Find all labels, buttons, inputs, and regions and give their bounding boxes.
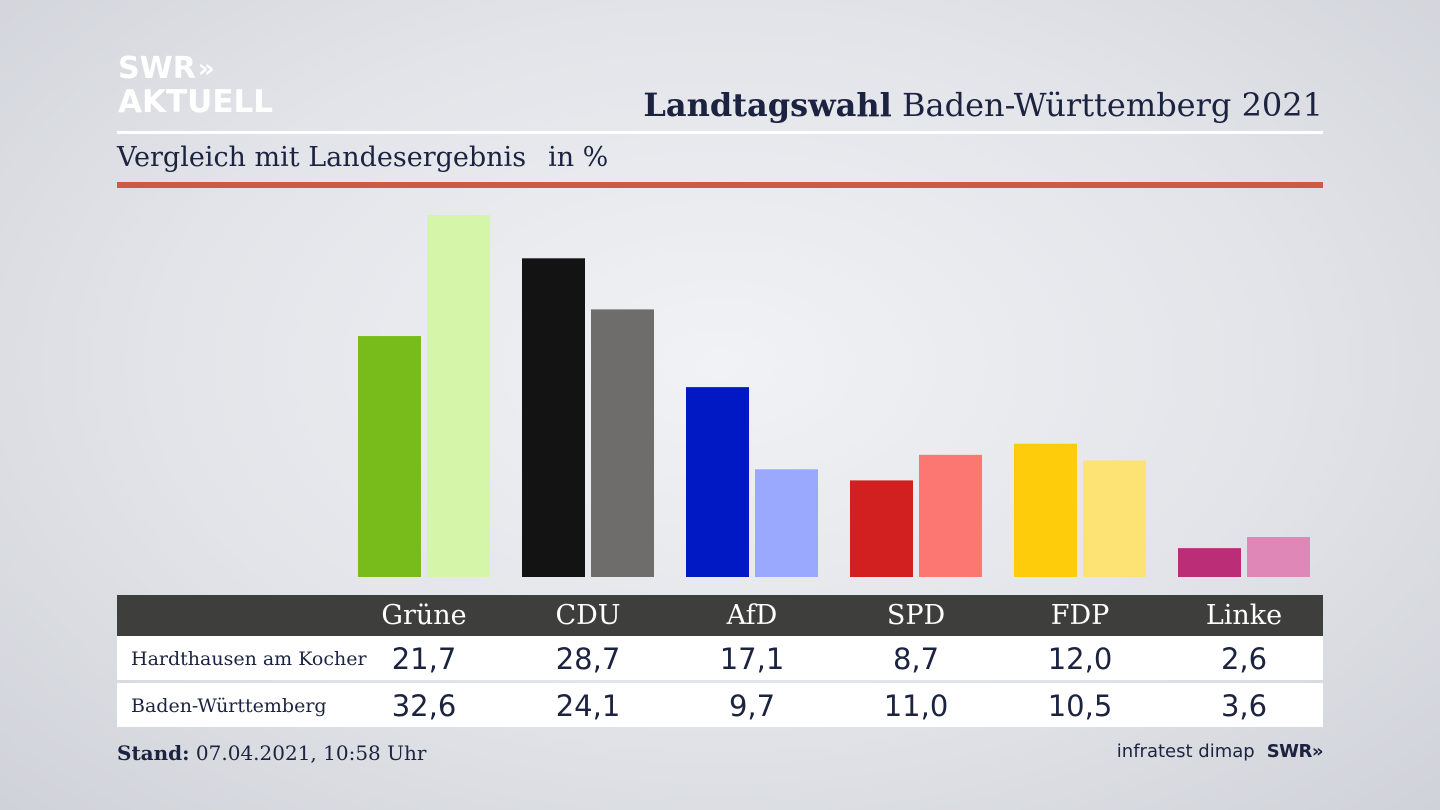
logo-aktuell: AKTUELL xyxy=(118,84,274,120)
bar-grne-local xyxy=(358,336,421,577)
value-cell: 24,1 xyxy=(555,689,621,723)
party-header-row: Grüne CDU AfD SPD FDP Linke xyxy=(117,595,1323,636)
chevron-right-icon: » xyxy=(197,54,215,84)
title-rest: Baden-Württemberg 2021 xyxy=(891,86,1323,124)
bar-spd-local xyxy=(850,480,913,577)
bar-linke-state xyxy=(1247,537,1310,577)
value-cell: 3,6 xyxy=(1220,689,1268,723)
table-row: Baden-Württemberg 32,6 24,1 9,7 11,0 10,5 3,6 xyxy=(117,683,1323,727)
subtitle-text: Vergleich mit Landesergebnis xyxy=(117,142,527,173)
bar-cdu-local xyxy=(522,258,585,577)
stand-value: 07.04.2021, 10:58 Uhr xyxy=(189,741,427,765)
party-label: FDP xyxy=(1050,600,1110,631)
row-label: Baden-Württemberg xyxy=(131,695,327,717)
bar-fdp-state xyxy=(1083,460,1146,577)
row-label: Hardthausen am Kocher xyxy=(131,648,367,670)
value-cell: 2,6 xyxy=(1220,642,1268,676)
party-label: SPD xyxy=(886,600,946,631)
table-row: Hardthausen am Kocher 21,7 28,7 17,1 8,7 12,… xyxy=(117,636,1323,680)
party-label: CDU xyxy=(555,600,621,631)
value-cell: 8,7 xyxy=(892,642,940,676)
stand-label: Stand: xyxy=(117,741,190,765)
value-cell: 17,1 xyxy=(719,642,785,676)
value-cell: 11,0 xyxy=(883,689,949,723)
bar-afd-local xyxy=(686,387,749,577)
title-bold: Landtagswahl xyxy=(643,86,892,124)
swr-brand-logo: SWR» xyxy=(1266,741,1324,762)
unit-label: in % xyxy=(548,142,609,173)
bar-grne-state xyxy=(427,215,490,577)
source-credit: infratest dimap SWR» xyxy=(1116,741,1324,762)
party-label: Linke xyxy=(1205,600,1283,631)
bar-fdp-local xyxy=(1014,443,1077,577)
value-cell: 12,0 xyxy=(1047,642,1113,676)
source-label: infratest dimap xyxy=(1116,741,1255,762)
bar-linke-local xyxy=(1178,548,1241,577)
party-label: Grüne xyxy=(381,600,467,631)
timestamp: Stand: 07.04.2021, 10:58 Uhr xyxy=(117,741,426,765)
divider xyxy=(117,131,1323,134)
swr-aktuell-logo: SWR» AKTUELL xyxy=(118,54,273,118)
bar-spd-state xyxy=(919,454,982,577)
value-cell: 10,5 xyxy=(1047,689,1113,723)
logo-swr: SWR xyxy=(118,51,196,86)
value-cell: 32,6 xyxy=(391,689,457,723)
chart-subtitle: Vergleich mit Landesergebnis in % xyxy=(117,142,608,173)
page-title: Landtagswahl Baden-Württemberg 2021 xyxy=(643,86,1323,124)
value-cell: 9,7 xyxy=(728,689,776,723)
value-cell: 28,7 xyxy=(555,642,621,676)
accent-divider xyxy=(117,182,1323,188)
value-cell: 21,7 xyxy=(391,642,457,676)
results-table: Grüne CDU AfD SPD FDP Linke Hardthausen am Ko… xyxy=(117,595,1323,727)
bar-cdu-state xyxy=(591,309,654,577)
party-label: AfD xyxy=(726,600,778,631)
bar-afd-state xyxy=(755,469,818,577)
